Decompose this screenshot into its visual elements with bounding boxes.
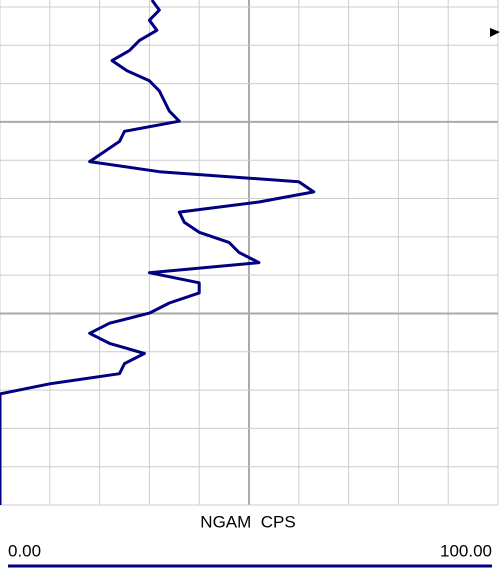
x-axis-label: NGAM CPS [200,512,295,531]
log-curve [0,0,316,505]
grid [0,0,499,506]
x-tick-label: 0.00 [8,541,41,560]
marker-arrow [490,28,500,37]
x-tick-label: 100.00 [440,541,492,560]
